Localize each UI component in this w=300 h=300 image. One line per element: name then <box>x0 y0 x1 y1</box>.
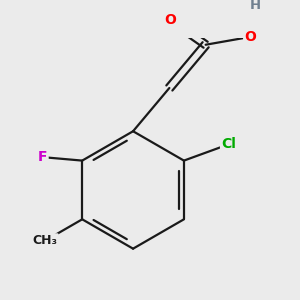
Text: F: F <box>38 150 48 164</box>
Text: O: O <box>244 30 256 44</box>
Text: Cl: Cl <box>221 137 236 152</box>
Text: CH₃: CH₃ <box>33 234 58 247</box>
Text: O: O <box>165 13 176 27</box>
Text: H: H <box>250 0 261 12</box>
